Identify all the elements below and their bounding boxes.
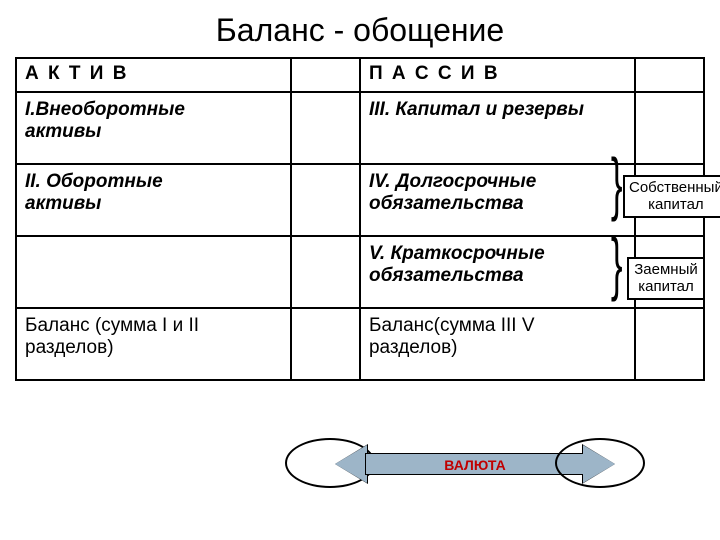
brace-icon: } xyxy=(611,232,623,295)
brace-icon: } xyxy=(611,152,623,215)
cell-empty xyxy=(291,164,360,236)
cell-aktiv-1: I.Внеоборотные активы xyxy=(16,92,291,164)
header-empty-2 xyxy=(635,58,704,92)
balance-table: А К Т И В П А С С И В I.Внеоборотные акт… xyxy=(15,57,705,381)
cell-aktiv-3 xyxy=(16,236,291,308)
table-row: V. Краткосрочные обязательства xyxy=(16,236,704,308)
cell-empty xyxy=(635,308,704,380)
cell-empty xyxy=(291,236,360,308)
balance-table-wrap: А К Т И В П А С С И В I.Внеоборотные акт… xyxy=(15,57,705,381)
annotation-debt-capital: Заемный капитал xyxy=(627,257,705,300)
header-aktiv: А К Т И В xyxy=(16,58,291,92)
cell-aktiv-2: II. Оборотные активы xyxy=(16,164,291,236)
cell-empty xyxy=(635,92,704,164)
currency-arrow-group: ВАЛЮТА xyxy=(325,440,625,488)
cell-balance-right: Баланс(сумма III V разделов) xyxy=(360,308,635,380)
table-row: I.Внеоборотные активы III. Капитал и рез… xyxy=(16,92,704,164)
cell-empty xyxy=(291,308,360,380)
header-empty-1 xyxy=(291,58,360,92)
cell-passiv-1: III. Капитал и резервы xyxy=(360,92,635,164)
annotation-own-capital: Собственный капитал xyxy=(623,175,720,218)
table-row: II. Оборотные активы IV. Долгосрочные об… xyxy=(16,164,704,236)
currency-label: ВАЛЮТА xyxy=(325,457,625,473)
cell-passiv-2: IV. Долгосрочные обязательства xyxy=(360,164,635,236)
page-title: Баланс - обощение xyxy=(0,0,720,57)
table-header-row: А К Т И В П А С С И В xyxy=(16,58,704,92)
header-passiv: П А С С И В xyxy=(360,58,635,92)
cell-passiv-3: V. Краткосрочные обязательства xyxy=(360,236,635,308)
cell-balance-left: Баланс (сумма I и II разделов) xyxy=(16,308,291,380)
table-row: Баланс (сумма I и II разделов) Баланс(су… xyxy=(16,308,704,380)
cell-empty xyxy=(291,92,360,164)
